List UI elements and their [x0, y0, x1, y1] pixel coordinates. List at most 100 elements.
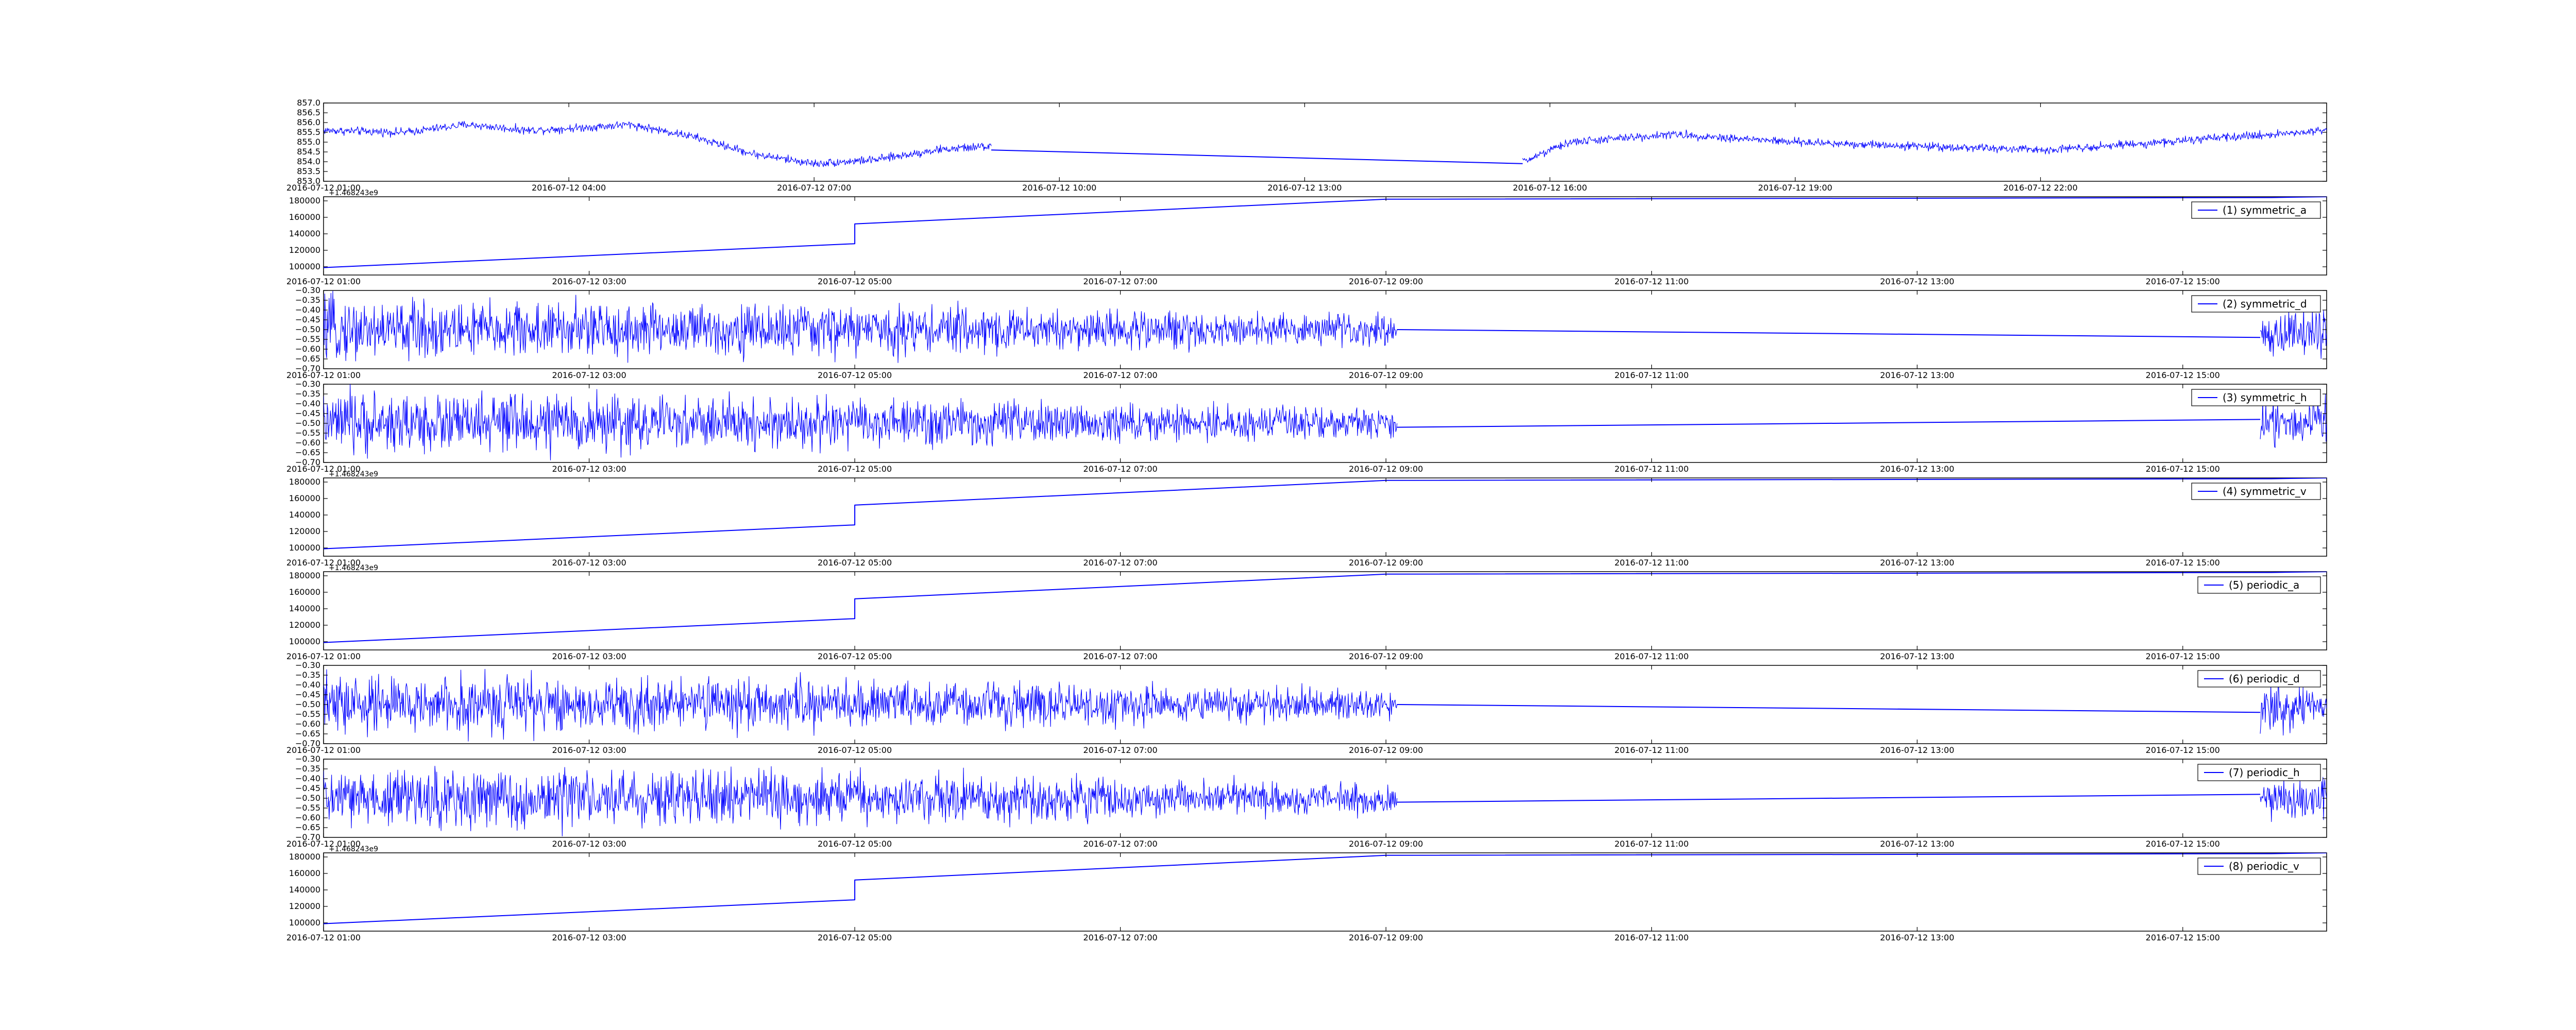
x-tick-label: 2016-07-12 09:00: [1349, 651, 1423, 661]
y-tick-label: 180000: [289, 571, 320, 580]
series-line: [324, 384, 1398, 460]
x-tick-label: 2016-07-12 15:00: [2146, 933, 2220, 942]
y-tick-label: −0.65: [295, 448, 320, 457]
y-tick-label: 855.5: [297, 127, 320, 137]
series-line: [324, 853, 2327, 924]
legend: (8) periodic_v: [2197, 857, 2321, 875]
x-tick-label: 2016-07-12 13:00: [1880, 370, 1954, 380]
legend-label: (8) periodic_v: [2229, 860, 2299, 872]
y-tick-label: 180000: [289, 477, 320, 487]
x-tick-label: 2016-07-12 13:00: [1880, 745, 1954, 755]
series-group: [324, 572, 2327, 643]
y-tick-label: −0.70: [295, 832, 320, 842]
series-line: [324, 197, 2327, 268]
y-tick-label: 120000: [289, 620, 320, 630]
axes-frame: [323, 196, 2327, 276]
x-tick-label: 2016-07-12 03:00: [552, 558, 626, 568]
y-tick-label: −0.30: [295, 379, 320, 389]
offset-label: +1.468243e9: [329, 845, 378, 853]
x-tick-label: 2016-07-12 16:00: [1513, 183, 1587, 193]
x-tick-label: 2016-07-12 01:00: [286, 370, 361, 380]
y-tick-label: −0.55: [295, 709, 320, 719]
y-tick-label: 120000: [289, 901, 320, 911]
x-tick-label: 2016-07-12 07:00: [1083, 745, 1158, 755]
x-tick-label: 2016-07-12 09:00: [1349, 933, 1423, 942]
x-tick-label: 2016-07-12 15:00: [2146, 370, 2220, 380]
series-line: [324, 765, 1398, 836]
offset-label: +1.468243e9: [329, 189, 378, 197]
subplot-4: −0.70−0.65−0.60−0.55−0.50−0.45−0.40−0.35…: [286, 379, 2327, 474]
y-tick-label: −0.55: [295, 428, 320, 438]
y-tick-label: 854.0: [297, 157, 320, 166]
x-tick-label: 2016-07-12 01:00: [286, 183, 361, 193]
series-line: [324, 572, 2327, 643]
x-tick-label: 2016-07-12 03:00: [552, 933, 626, 942]
x-tick-label: 2016-07-12 09:00: [1349, 745, 1423, 755]
x-tick-label: 2016-07-12 05:00: [818, 558, 892, 568]
y-tick-label: 853.5: [297, 166, 320, 176]
x-tick-label: 2016-07-12 07:00: [1083, 651, 1158, 661]
x-tick-label: 2016-07-12 01:00: [286, 558, 361, 568]
y-tick-label: −0.70: [295, 457, 320, 467]
x-tick-label: 2016-07-12 09:00: [1349, 839, 1423, 849]
x-tick-label: 2016-07-12 01:00: [286, 933, 361, 942]
series-group: [324, 121, 2327, 167]
axes-frame: [323, 571, 2327, 650]
y-tick-label: 160000: [289, 212, 320, 222]
legend: (1) symmetric_a: [2191, 201, 2321, 219]
legend-label: (5) periodic_a: [2229, 579, 2299, 591]
legend-label: (4) symmetric_v: [2223, 485, 2307, 497]
subplot-5: 100000 120000 140000 160000 180000 2016-07-12…: [286, 470, 2327, 568]
series-group: [324, 478, 2327, 550]
y-tick-label: 160000: [289, 868, 320, 878]
x-tick-label: 2016-07-12 03:00: [552, 839, 626, 849]
y-tick-label: 140000: [289, 885, 320, 895]
y-tick-label: 100000: [289, 543, 320, 553]
x-tick-label: 2016-07-12 07:00: [1083, 933, 1158, 942]
x-tick-label: 2016-07-12 13:00: [1880, 464, 1954, 474]
series-line: [1397, 419, 2261, 428]
series-group: [324, 197, 2327, 268]
x-tick-label: 2016-07-12 15:00: [2146, 745, 2220, 755]
x-tick-label: 2016-07-12 07:00: [1083, 464, 1158, 474]
subplot-6: 100000 120000 140000 160000 180000 2016-07-12…: [286, 564, 2327, 661]
y-tick-label: 120000: [289, 245, 320, 255]
series-line: [991, 149, 1523, 164]
y-tick-label: −0.45: [295, 315, 320, 324]
y-tick-label: −0.65: [295, 822, 320, 832]
y-tick-label: −0.50: [295, 699, 320, 709]
legend-label: (2) symmetric_d: [2223, 298, 2307, 310]
y-tick-label: −0.70: [295, 364, 320, 373]
y-tick-label: 100000: [289, 637, 320, 646]
y-tick-label: −0.40: [295, 305, 320, 315]
offset-label: +1.468243e9: [329, 564, 378, 572]
series-line: [2260, 676, 2327, 736]
x-tick-label: 2016-07-12 03:00: [552, 277, 626, 286]
x-tick-label: 2016-07-12 03:00: [552, 370, 626, 380]
axes-frame: [323, 665, 2327, 744]
x-tick-label: 2016-07-12 13:00: [1880, 933, 1954, 942]
subplot-7: −0.70−0.65−0.60−0.55−0.50−0.45−0.40−0.35…: [286, 660, 2327, 755]
x-tick-label: 2016-07-12 05:00: [818, 651, 892, 661]
x-tick-label: 2016-07-12 22:00: [2003, 183, 2077, 193]
x-tick-label: 2016-07-12 19:00: [1758, 183, 1832, 193]
x-tick-label: 2016-07-12 04:00: [532, 183, 606, 193]
legend: (4) symmetric_v: [2191, 483, 2321, 500]
y-tick-label: −0.60: [295, 813, 320, 822]
y-tick-label: 100000: [289, 262, 320, 271]
legend-label: (7) periodic_h: [2229, 766, 2300, 779]
x-tick-label: 2016-07-12 05:00: [818, 839, 892, 849]
y-tick-label: −0.60: [295, 438, 320, 448]
series-group: [324, 384, 2327, 460]
series-group: [324, 668, 2327, 742]
axes-frame: [323, 477, 2327, 557]
y-tick-label: −0.35: [295, 670, 320, 680]
legend-label: (3) symmetric_h: [2223, 391, 2307, 404]
axes-frame: [323, 759, 2327, 838]
y-tick-label: −0.45: [295, 408, 320, 418]
legend: (5) periodic_a: [2197, 576, 2321, 594]
x-tick-label: 2016-07-12 11:00: [1615, 464, 1689, 474]
y-tick-label: −0.40: [295, 680, 320, 690]
series-line: [1397, 704, 2261, 713]
x-tick-label: 2016-07-12 11:00: [1615, 933, 1689, 942]
